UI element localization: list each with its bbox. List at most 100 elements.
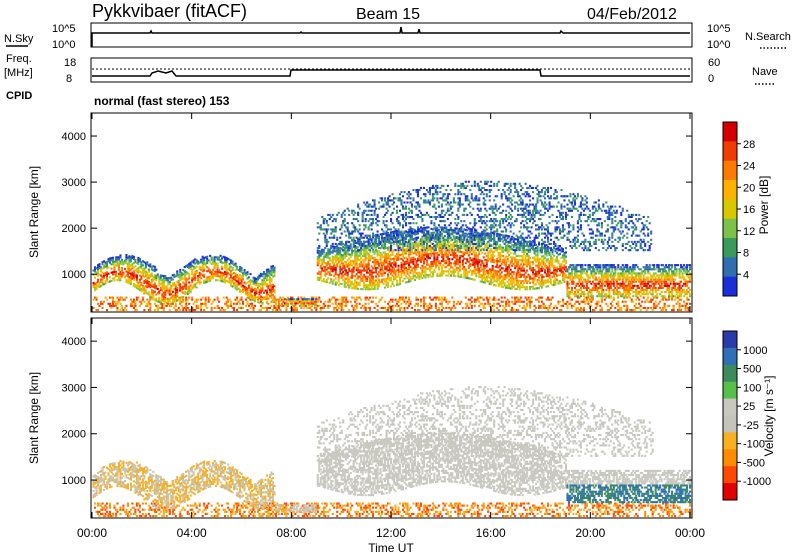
echo-cell	[434, 184, 437, 187]
echo-cell	[370, 222, 373, 225]
echo-cell	[372, 220, 375, 223]
echo-cell	[437, 245, 440, 248]
echo-cell	[449, 262, 452, 265]
echo-cell	[137, 281, 140, 284]
echo-cell	[418, 271, 421, 274]
noise-panel: N.Sky 10^5 10^0 10^5 10^0 N.Search	[4, 22, 791, 51]
echo-cell	[469, 222, 472, 225]
echo-cell	[295, 306, 298, 310]
echo-cell	[253, 293, 257, 296]
echo-cell	[416, 236, 420, 239]
echo-cell	[168, 293, 171, 296]
echo-cell	[363, 252, 366, 256]
echo-cell	[129, 274, 132, 277]
echo-cell	[101, 306, 104, 310]
echo-cell	[113, 279, 116, 282]
echo-cell	[457, 197, 460, 200]
echo-cell	[439, 264, 442, 267]
echo-cell	[434, 244, 437, 248]
echo-cell	[431, 228, 434, 231]
echo-cell	[224, 270, 227, 273]
echo-cell	[236, 298, 239, 301]
echo-cell	[440, 205, 443, 208]
echo-cell	[401, 255, 405, 258]
echo-cell	[463, 257, 466, 260]
echo-cell	[458, 229, 461, 233]
echo-cell	[274, 298, 277, 301]
echo-cell	[116, 258, 119, 261]
echo-cell	[415, 276, 418, 279]
echo-cell	[437, 268, 440, 271]
echo-cell	[225, 302, 228, 305]
echo-cell	[369, 236, 372, 239]
echo-cell	[231, 262, 234, 265]
echo-cell	[424, 249, 427, 252]
echo-cell	[485, 298, 488, 301]
echo-cell	[342, 266, 345, 269]
echo-cell	[500, 230, 503, 233]
echo-cell	[475, 197, 478, 200]
echo-cell	[372, 275, 375, 278]
noise-search-label: N.Search	[745, 31, 791, 43]
echo-cell	[503, 284, 506, 287]
echo-cell	[506, 205, 509, 208]
echo-cell	[490, 231, 493, 234]
echo-cell	[436, 245, 439, 248]
echo-cell	[102, 276, 106, 279]
echo-cell	[437, 262, 440, 265]
echo-cell	[451, 238, 454, 241]
echo-cell	[378, 220, 381, 223]
echo-cell	[484, 213, 487, 216]
echo-cell	[198, 271, 201, 275]
echo-cell	[167, 291, 170, 294]
echo-cell	[119, 302, 122, 305]
echo-cell	[395, 302, 399, 305]
echo-cell	[364, 244, 367, 248]
echo-cell	[496, 306, 499, 310]
echo-cell	[247, 286, 251, 289]
echo-cell	[401, 236, 405, 239]
echo-cell	[419, 275, 422, 278]
echo-cell	[348, 240, 351, 244]
echo-cell	[400, 261, 403, 264]
echo-cell	[373, 246, 376, 249]
echo-cell	[518, 249, 521, 252]
echo-cell	[520, 263, 523, 266]
echo-cell	[443, 230, 446, 233]
echo-cell	[201, 296, 204, 299]
echo-cell	[406, 306, 409, 310]
echo-cell	[370, 224, 373, 227]
echo-cell	[110, 271, 113, 274]
echo-cell	[126, 264, 129, 268]
echo-cell	[352, 213, 355, 216]
echo-cell	[517, 195, 520, 198]
echo-cell	[487, 272, 490, 275]
echo-cell	[434, 296, 437, 299]
echo-cell	[360, 271, 363, 274]
echo-cell	[265, 291, 269, 294]
echo-cell	[436, 241, 439, 244]
echo-cell	[448, 262, 451, 265]
echo-cell	[222, 296, 225, 299]
echo-cell	[331, 270, 334, 273]
echo-cell	[282, 304, 285, 307]
echo-cell	[484, 265, 487, 268]
echo-cell	[185, 285, 188, 288]
echo-cell	[416, 259, 420, 262]
echo-cell	[436, 186, 439, 190]
echo-cell	[201, 257, 204, 260]
echo-cell	[484, 302, 487, 305]
echo-cell	[397, 258, 400, 261]
echo-cell	[343, 304, 346, 307]
echo-cell	[204, 298, 207, 301]
echo-cell	[497, 302, 500, 305]
echo-cell	[360, 256, 363, 260]
echo-cell	[381, 264, 384, 267]
echo-cell	[322, 257, 325, 260]
echo-cell	[378, 275, 381, 278]
echo-cell	[367, 226, 370, 229]
echo-cell	[407, 234, 411, 238]
echo-cell	[497, 278, 500, 281]
echo-cell	[197, 262, 200, 265]
echo-cell	[511, 258, 514, 261]
